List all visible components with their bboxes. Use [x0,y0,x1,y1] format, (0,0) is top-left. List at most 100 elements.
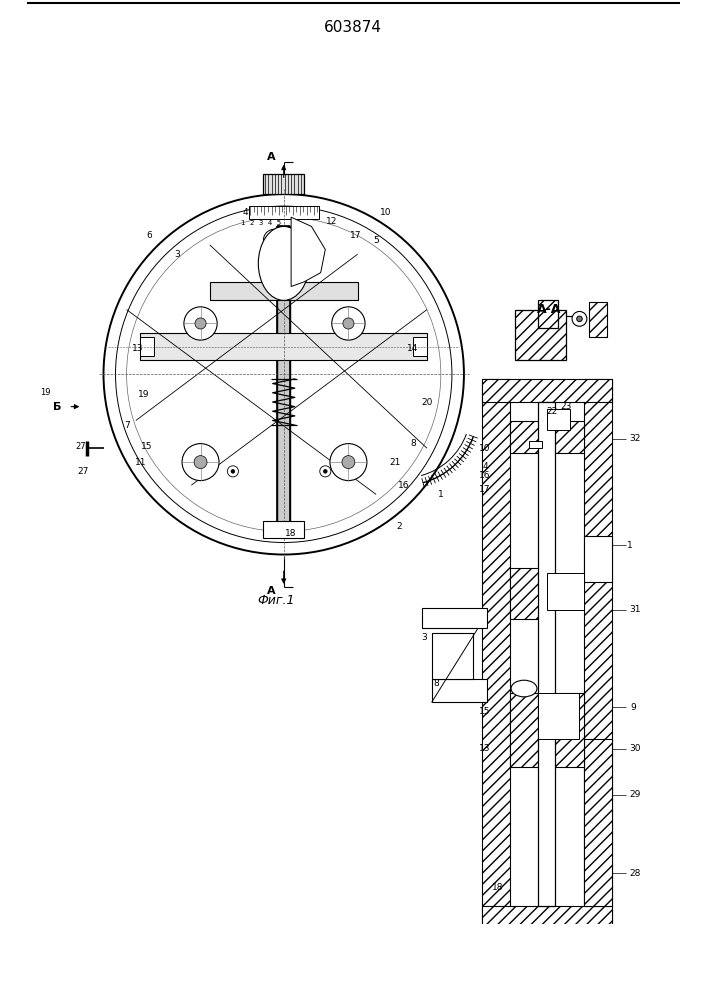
Bar [510,568,547,619]
Text: 5: 5 [373,236,379,245]
Bar [431,633,473,679]
Circle shape [577,316,583,322]
Text: 12: 12 [326,217,337,226]
Bar [413,337,427,356]
Bar [277,226,290,527]
Bar [141,337,154,356]
Text: 27: 27 [78,467,89,476]
Bar [279,240,288,287]
Text: 21: 21 [389,458,400,467]
Text: А-А: А-А [537,303,561,316]
Bar [538,693,580,739]
Bar [538,300,559,328]
Text: 32: 32 [629,434,641,443]
Circle shape [231,469,235,473]
Bar [482,379,510,933]
Bar [482,906,612,933]
Bar [264,174,304,194]
Text: 603874: 603874 [324,20,382,35]
Text: 20: 20 [421,398,433,407]
Bar [547,409,571,430]
Circle shape [194,456,207,469]
Text: 8: 8 [410,439,416,448]
Text: 29: 29 [629,790,641,799]
Bar [141,333,427,360]
Circle shape [343,318,354,329]
Text: 7: 7 [124,421,129,430]
Text: 17: 17 [350,231,361,240]
Text: Б: Б [53,402,62,412]
Bar [277,226,290,527]
Bar [538,402,554,906]
Circle shape [330,444,367,481]
Bar [526,963,565,980]
Text: 14: 14 [407,344,419,353]
Ellipse shape [258,226,309,300]
Text: 18: 18 [492,883,504,892]
Text: 3: 3 [421,633,427,642]
Bar [422,608,487,628]
Circle shape [572,311,587,326]
Bar [529,441,542,448]
Circle shape [182,444,219,481]
Bar [584,379,612,933]
Text: 1: 1 [627,541,633,550]
Text: 10: 10 [380,208,391,217]
Text: 16: 16 [479,471,491,480]
Text: 4: 4 [242,208,247,217]
Text: 15: 15 [479,707,491,716]
Text: А: А [267,586,275,596]
Text: 15: 15 [141,442,153,451]
Text: 31: 31 [629,605,641,614]
Bar [249,206,319,219]
Text: 1: 1 [438,490,444,499]
Bar [584,739,612,906]
Text: 13: 13 [132,344,144,353]
Text: А: А [267,152,275,162]
Ellipse shape [511,680,537,697]
Bar [547,573,584,610]
Bar [210,282,358,300]
Bar [510,421,584,453]
Text: Фиг.1: Фиг.1 [257,594,295,607]
Circle shape [332,307,365,340]
Text: 23: 23 [560,402,571,411]
Bar [482,379,612,402]
Bar [535,933,556,966]
Bar [510,693,584,767]
Text: 19: 19 [137,390,149,399]
Circle shape [276,256,291,271]
Bar [431,679,487,702]
Text: 18: 18 [286,529,297,538]
Polygon shape [291,217,325,287]
Circle shape [324,469,327,473]
Circle shape [184,307,217,340]
Text: 4: 4 [482,462,488,471]
Text: 30: 30 [629,744,641,753]
Bar [515,310,566,360]
Text: 13: 13 [479,744,491,753]
Text: 9: 9 [630,703,636,712]
Circle shape [271,237,278,244]
Circle shape [264,229,286,251]
Text: 22: 22 [546,407,557,416]
Text: 10: 10 [479,444,491,453]
Bar [264,521,304,538]
Circle shape [342,456,355,469]
Bar [589,302,607,337]
Circle shape [288,268,307,287]
Text: 19: 19 [40,388,50,397]
Circle shape [195,318,206,329]
Text: 6: 6 [147,231,153,240]
Text: 11: 11 [135,458,146,467]
Text: 8: 8 [433,679,439,688]
Text: 2: 2 [397,522,402,531]
Text: 1  2  3  4  5: 1 2 3 4 5 [240,220,281,226]
Text: 27: 27 [75,442,86,451]
Text: 16: 16 [398,481,409,490]
Text: 3: 3 [175,250,180,259]
Circle shape [295,274,300,280]
Text: 17: 17 [479,485,491,494]
Text: 28: 28 [629,869,641,878]
Bar [584,536,612,582]
